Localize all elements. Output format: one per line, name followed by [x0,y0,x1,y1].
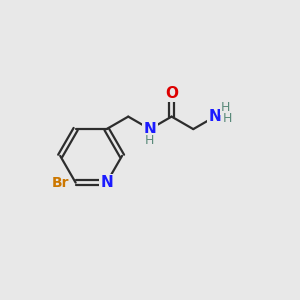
Text: N: N [100,175,113,190]
Text: N: N [143,122,156,136]
Text: H: H [223,112,232,124]
Text: O: O [165,86,178,101]
Text: Br: Br [52,176,69,190]
Text: H: H [220,101,230,114]
Text: N: N [208,109,221,124]
Text: H: H [145,134,154,147]
